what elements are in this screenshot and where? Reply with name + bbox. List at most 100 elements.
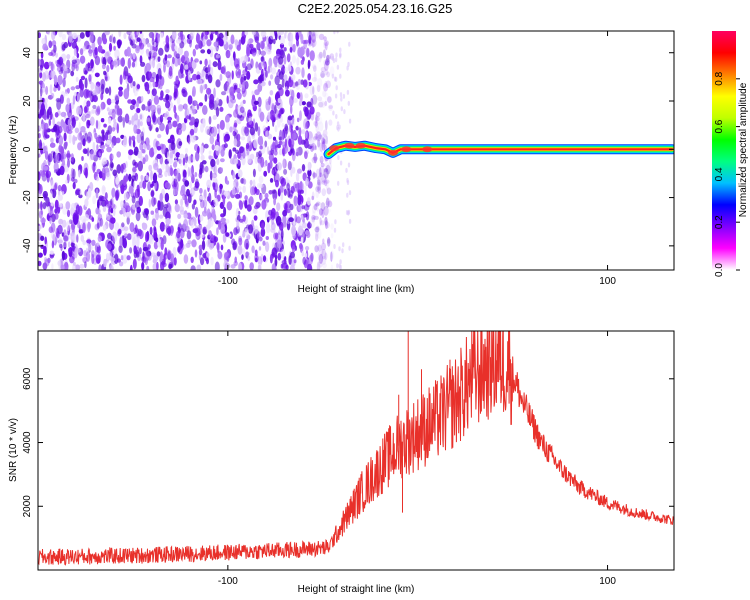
noise-blob — [113, 253, 119, 264]
noise-blob — [173, 91, 177, 98]
noise-blob — [287, 64, 291, 72]
noise-blob — [122, 238, 128, 249]
noise-blob — [212, 176, 218, 183]
noise-blob — [219, 106, 224, 112]
noise-blob — [296, 39, 299, 47]
noise-blob — [293, 195, 298, 207]
noise-blob — [322, 49, 326, 59]
noise-blob — [231, 70, 234, 80]
noise-blob — [265, 70, 268, 78]
noise-blob — [317, 244, 322, 252]
noise-blob — [80, 223, 83, 231]
noise-blob — [312, 86, 315, 95]
noise-blob — [318, 52, 322, 63]
noise-blob — [321, 141, 326, 151]
noise-blob — [159, 221, 165, 232]
noise-blob — [249, 127, 256, 136]
noise-blob — [256, 182, 263, 189]
noise-blob — [168, 263, 173, 270]
noise-blob — [118, 31, 122, 37]
noise-blob — [44, 45, 49, 50]
noise-blob — [304, 131, 308, 139]
noise-blob — [204, 35, 208, 40]
noise-blob — [345, 167, 348, 173]
spectrogram-y-tick-label: -20 — [22, 190, 33, 205]
noise-blob — [159, 257, 163, 263]
noise-blob — [215, 54, 221, 59]
noise-blob — [336, 121, 340, 127]
noise-blob — [51, 31, 56, 41]
noise-blob — [91, 217, 95, 222]
noise-blob — [311, 31, 318, 39]
noise-blob — [53, 184, 58, 191]
noise-blob — [300, 33, 304, 44]
noise-blob — [244, 127, 250, 137]
noise-blob — [146, 230, 150, 242]
noise-blob — [112, 169, 118, 177]
noise-blob — [65, 103, 70, 113]
noise-blob — [117, 228, 122, 235]
noise-blob — [95, 176, 100, 182]
noise-blob — [96, 222, 100, 229]
noise-blob — [39, 82, 43, 88]
noise-blob — [281, 78, 285, 88]
noise-blob — [315, 31, 319, 37]
noise-blob — [42, 146, 47, 152]
noise-blob — [157, 200, 161, 211]
noise-blob — [156, 146, 162, 151]
noise-blob — [182, 169, 187, 178]
noise-blob — [279, 35, 286, 46]
noise-blob — [199, 161, 204, 171]
noise-blob — [307, 181, 313, 189]
noise-blob — [186, 188, 190, 197]
noise-blob — [151, 218, 157, 227]
noise-blob — [321, 133, 327, 139]
noise-blob — [58, 31, 63, 38]
noise-blob — [314, 121, 318, 128]
noise-blob — [310, 112, 315, 121]
noise-blob — [258, 107, 262, 118]
noise-blob — [220, 148, 225, 157]
noise-blob — [51, 40, 57, 47]
colorbar-tick-label: 0.0 — [714, 263, 725, 277]
noise-blob — [247, 224, 254, 234]
noise-blob — [237, 210, 241, 215]
noise-blob — [101, 167, 106, 178]
noise-blob — [122, 254, 128, 264]
noise-blob — [191, 60, 197, 70]
noise-blob — [155, 237, 159, 243]
noise-blob — [57, 203, 63, 208]
noise-blob — [94, 72, 100, 78]
noise-blob — [167, 54, 172, 59]
noise-blob — [320, 71, 325, 79]
noise-blob — [209, 170, 213, 181]
noise-blob — [139, 247, 142, 255]
noise-blob — [132, 167, 137, 173]
noise-blob — [38, 153, 41, 158]
noise-blob — [191, 90, 195, 97]
noise-blob — [89, 31, 94, 36]
noise-blob — [317, 185, 322, 194]
noise-blob — [272, 38, 276, 45]
noise-blob — [321, 180, 326, 185]
noise-blob — [238, 262, 242, 270]
noise-blob — [322, 90, 327, 98]
noise-blob — [90, 136, 94, 142]
noise-blob — [263, 170, 268, 177]
noise-blob — [322, 262, 327, 269]
noise-blob — [69, 255, 75, 264]
noise-blob — [114, 94, 120, 101]
snr-x-tick-label: -100 — [218, 576, 238, 587]
noise-blob — [205, 73, 209, 80]
noise-blob — [111, 187, 116, 198]
noise-blob — [333, 227, 337, 233]
noise-blob — [130, 32, 136, 40]
noise-blob — [191, 165, 194, 176]
noise-blob — [49, 190, 53, 200]
noise-blob — [319, 100, 324, 107]
noise-blob — [198, 248, 203, 256]
noise-blob — [254, 249, 258, 257]
noise-blob — [103, 123, 107, 128]
noise-blob — [152, 52, 158, 57]
